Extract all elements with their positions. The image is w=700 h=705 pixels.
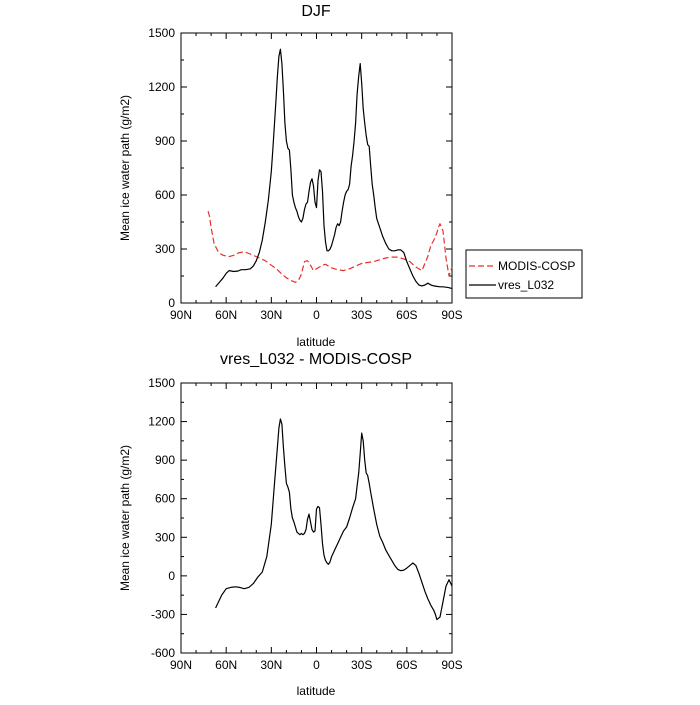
x-tick-label: 30S [351,308,372,322]
legend-label-vres: vres_L032 [498,278,554,292]
x-ticks: 90N 60N 30N 0 30S 60S 90S [170,383,463,672]
x-tick-label: 90S [441,658,462,672]
y-tick-label: 0 [168,296,175,310]
legend-label-modis: MODIS-COSP [498,259,575,273]
x-tick-label: 90N [170,658,192,672]
legend-box [465,249,583,299]
x-tick-label: 30S [351,658,372,672]
panel-difference: vres_L032 - MODIS-COSP -600-300030060090… [118,351,463,698]
y-tick-label: 1500 [148,26,175,40]
y-tick-label: 1200 [148,80,175,94]
x-tick-label: 0 [313,308,320,322]
y-tick-label: 300 [155,530,175,544]
plot-frame [180,382,453,654]
x-ticks: 90N 60N 30N 0 30S 60S 90S [170,33,463,322]
y-ticks: -600 -300 0 300 600 900 1200 1500 [148,376,452,660]
x-tick-label: 60S [396,658,417,672]
y-tick-label: 600 [155,492,175,506]
y-tick-label: -300 [151,607,175,621]
y-axis-label: Mean ice water path (g/m2) [118,445,132,591]
x-tick-label: 90S [441,308,462,322]
y-tick-label: 900 [155,453,175,467]
series-group [215,418,453,621]
legend: MODIS-COSP vres_L032 [465,249,583,299]
x-axis-label: latitude [297,335,336,349]
series-line-modis-cosp [207,211,453,283]
y-tick-label: 1500 [148,376,175,390]
y-axis-label: Mean ice water path (g/m2) [118,95,132,241]
x-tick-label: 30N [260,308,282,322]
y-tick-label: -600 [151,646,175,660]
series-group [207,48,453,290]
x-tick-label: 60N [215,658,237,672]
y-tick-label: 900 [155,134,175,148]
x-axis-label: latitude [297,684,336,698]
x-tick-label: 60S [396,308,417,322]
x-tick-label: 30N [260,658,282,672]
series-line-vres-l032 [215,48,453,290]
y-tick-label: 300 [155,242,175,256]
y-tick-label: 0 [168,569,175,583]
y-tick-label: 1200 [148,415,175,429]
x-tick-label: 0 [313,658,320,672]
chart-title: vres_L032 - MODIS-COSP [220,351,412,368]
y-ticks: 0 300 600 900 1200 1500 [148,26,452,310]
series-line-vres-l032-modis-cosp [215,418,453,621]
chart-title: DJF [301,3,331,20]
x-tick-label: 60N [215,308,237,322]
y-tick-label: 600 [155,188,175,202]
x-tick-label: 90N [170,308,192,322]
